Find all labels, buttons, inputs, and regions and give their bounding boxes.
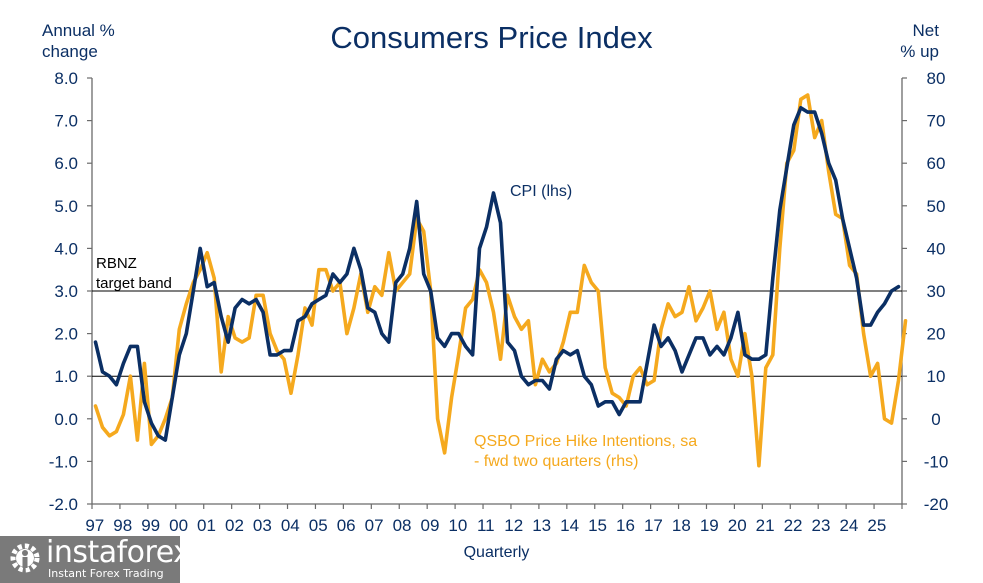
gear-person-icon [10, 543, 40, 573]
x-tick-label: 08 [393, 516, 412, 535]
watermark-brand: instaforex [46, 535, 191, 570]
y-left-tick-label: 5.0 [54, 197, 78, 216]
y-axis-left-label-line1: Annual % [42, 21, 115, 40]
y-right-tick-label: 40 [927, 239, 946, 258]
x-tick-label: 23 [812, 516, 831, 535]
annotations: RBNZ target band CPI (lhs) QSBO Price Hi… [96, 183, 697, 470]
x-axis-label: Quarterly [463, 544, 530, 561]
y-right-tick-label: 0 [931, 410, 940, 429]
x-tick-label: 17 [644, 516, 663, 535]
x-tick-label: 01 [197, 516, 216, 535]
y-axis-right-label: Net % up [900, 20, 939, 62]
rbnz-band-label-line1: RBNZ [96, 255, 137, 272]
x-tick-label: 21 [756, 516, 775, 535]
x-tick-label: 98 [113, 516, 132, 535]
qsbo-series-line [93, 93, 908, 468]
x-tick-label: 09 [421, 516, 440, 535]
y-right-tick-label: -10 [924, 452, 949, 471]
y-right-tick-label: 60 [927, 154, 946, 173]
x-tick-label: 04 [281, 516, 300, 535]
y-left-tick-label: -1.0 [49, 452, 78, 471]
x-tick-label: 20 [728, 516, 747, 535]
rbnz-band-label-line2: target band [96, 275, 172, 292]
y-right-tick-label: 20 [927, 325, 946, 344]
x-tick-label: 11 [477, 516, 495, 535]
y-axis-left-label: Annual % change [42, 20, 115, 62]
y-left-tick-label: 8.0 [54, 69, 78, 88]
y-left-tick-label: 3.0 [54, 282, 78, 301]
x-tick-label: 12 [504, 516, 523, 535]
y-right-tick-label: -20 [924, 495, 949, 514]
y-right-tick-label: 50 [927, 197, 946, 216]
y-left-tick-label: 4.0 [54, 239, 78, 258]
y-right-tick-label: 10 [927, 367, 946, 386]
x-tick-label: 02 [225, 516, 244, 535]
y-left-tick-label: 6.0 [54, 154, 78, 173]
y-left-tick-label: -2.0 [49, 495, 78, 514]
x-tick-label: 14 [560, 516, 579, 535]
x-tick-label: 03 [253, 516, 272, 535]
y-left-tick-label: 0.0 [54, 410, 78, 429]
x-tick-label: 15 [588, 516, 607, 535]
qsbo-series-label-line2: - fwd two quarters (rhs) [474, 453, 638, 470]
x-tick-label: 05 [309, 516, 328, 535]
x-tick-label: 19 [700, 516, 719, 535]
x-tick-label: 07 [365, 516, 384, 535]
y-axis-right-label-line2: % up [900, 42, 939, 61]
axes: 8.0 7.0 6.0 5.0 4.0 3.0 2.0 1.0 0.0 -1.0 -2.0 80 70 6… [49, 69, 949, 535]
x-tick-label: 97 [85, 516, 104, 535]
cpi-series-label: CPI (lhs) [510, 183, 572, 200]
y-right-tick-label: 70 [927, 112, 946, 131]
x-tick-label: 10 [448, 516, 467, 535]
y-axis-left-label-line2: change [42, 42, 98, 61]
x-tick-label: 00 [169, 516, 188, 535]
x-tick-label: 18 [672, 516, 691, 535]
series-group [93, 93, 908, 468]
x-tick-label: 13 [532, 516, 551, 535]
y-right-tick-label: 80 [927, 69, 946, 88]
x-tick-label: 06 [337, 516, 356, 535]
y-left-tick-label: 2.0 [54, 325, 78, 344]
x-tick-label: 22 [784, 516, 803, 535]
y-left-tick-label: 1.0 [54, 367, 78, 386]
qsbo-series-label-line1: QSBO Price Hike Intentions, sa [474, 433, 697, 450]
y-axis-right-label-line1: Net [912, 21, 939, 40]
chart-title: Consumers Price Index [330, 20, 653, 55]
y-right-tick-label: 30 [927, 282, 946, 301]
x-tick-label: 16 [616, 516, 635, 535]
x-tick-label: 24 [839, 516, 858, 535]
watermark-tagline: Instant Forex Trading [48, 567, 164, 580]
y-left-tick-label: 7.0 [54, 112, 78, 131]
cpi-series-line [93, 106, 901, 442]
x-tick-label: 99 [141, 516, 160, 535]
x-tick-label: 25 [867, 516, 886, 535]
